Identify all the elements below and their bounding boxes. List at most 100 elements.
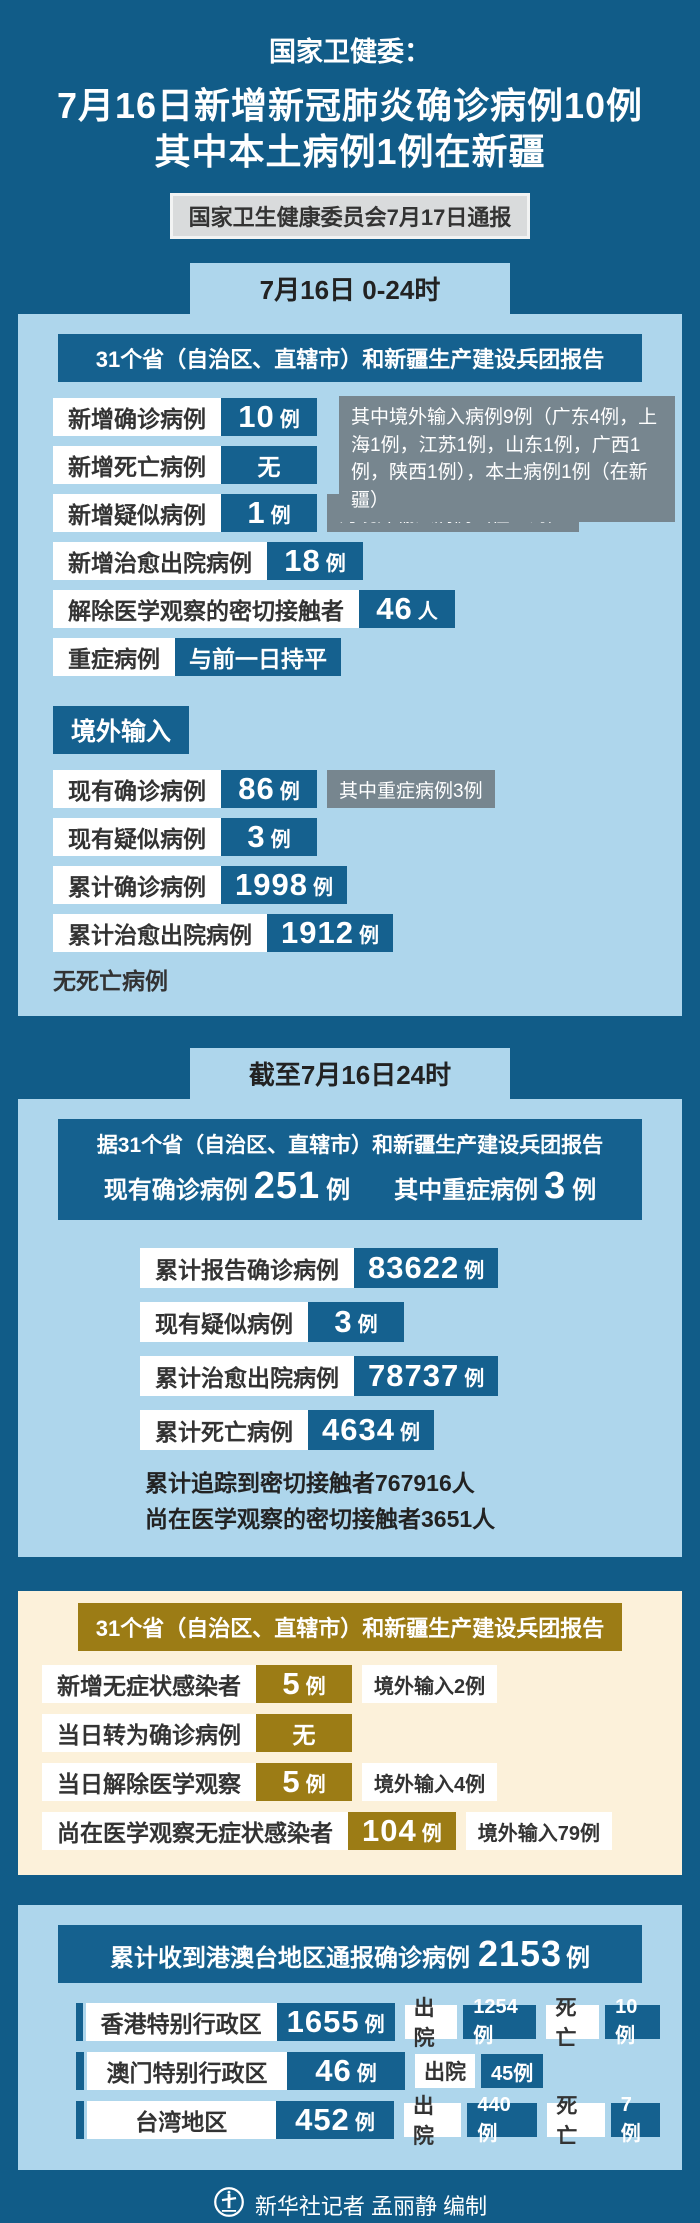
stat-value: 1 例 [221, 494, 317, 533]
stat-row: 累计治愈出院病例 78737 例 [140, 1356, 660, 1397]
stat-row: 新增确诊病例 10 例 其中境外输入病例9例（广东4例，上海1例，江苏1例，山东… [53, 396, 675, 523]
stat-row: 现有疑似病例 3 例 [140, 1302, 660, 1343]
stat-value: 5 例 [256, 1763, 352, 1802]
stat-note: 其中境外输入病例9例（广东4例，上海1例，江苏1例，山东1例，广西1例，陕西1例… [339, 396, 675, 523]
stat-label: 累计治愈出院病例 [53, 914, 267, 953]
stat-number: 1998 [235, 867, 308, 903]
imported-rows: 现有确诊病例 86 例 其中重症病例3例 现有疑似病例 3 例 累计确诊病例 1… [53, 770, 660, 953]
stat-unit: 例 [325, 552, 346, 575]
stat-row: 现有疑似病例 3 例 [53, 818, 660, 857]
stat-label: 累计报告确诊病例 [140, 1248, 354, 1289]
stat-number: 5 [282, 1666, 301, 1702]
death-value: 10例 [605, 1996, 660, 2047]
region-row: 台湾地区 452 例 出院 440例 死亡 7例 [76, 2094, 660, 2148]
stat-label: 其中重症病例 [394, 1177, 539, 1205]
header-kicker: 国家卫健委： [269, 37, 431, 67]
section4-rows: 香港特别行政区 1655 例 出院 1254例 死亡 10例 澳门特别行政区 4… [76, 1996, 660, 2148]
row-accent-bar [76, 2003, 83, 2042]
stat-number: 83622 [368, 1250, 460, 1286]
stat-value: 1912 例 [267, 914, 393, 953]
stat-label: 当日解除医学观察 [42, 1763, 256, 1802]
stat-unit: 例 [270, 504, 291, 527]
stat-label: 现有疑似病例 [53, 818, 221, 857]
stat-row: 累计报告确诊病例 83622 例 [140, 1248, 660, 1289]
section1-banner: 31个省（自治区、直辖市）和新疆生产建设兵团报告 [58, 334, 642, 383]
stat-row: 累计确诊病例 1998 例 [53, 866, 660, 905]
death-label: 死亡 [546, 1997, 600, 2050]
stat-row: 累计治愈出院病例 1912 例 [53, 914, 660, 953]
stat-unit: 例 [356, 2062, 377, 2085]
stat-note: 境外输入2例 [362, 1665, 498, 1704]
region-value: 46 例 [287, 2052, 405, 2091]
stat-label: 现有确诊病例 [53, 770, 221, 809]
discharged-label: 出院 [415, 2054, 475, 2089]
region-row: 澳门特别行政区 46 例 出院 45例 [76, 2052, 660, 2091]
section2-banner-line1: 据31个省（自治区、直辖市）和新疆生产建设兵团报告 [96, 1134, 604, 1158]
close-contacts-footnotes: 累计追踪到密切接触者767916人 尚在医学观察的密切接触者3651人 [145, 1466, 660, 1537]
imported-cases-tag: 境外输入 [53, 706, 190, 755]
stat-label: 重症病例 [53, 638, 175, 677]
panel-hk-macao-taiwan: 累计收到港澳台地区通报确诊病例 2153 例 香港特别行政区 1655 例 出院… [18, 1905, 682, 2171]
stat-value: 10 例 [221, 398, 317, 437]
stat-label: 累计确诊病例 [53, 866, 221, 905]
stat-unit: 人 [417, 600, 438, 623]
stat-number: 251 [253, 1165, 321, 1208]
row-accent-bar [76, 2052, 84, 2091]
stat-note: 其中重症病例3例 [327, 770, 495, 809]
stat-number: 3 [334, 1304, 353, 1340]
stat-unit: 例 [364, 2013, 385, 2036]
banner-label: 累计收到港澳台地区通报确诊病例 [109, 1945, 470, 1973]
region-value: 452 例 [275, 2101, 394, 2140]
panel-asymptomatic: 31个省（自治区、直辖市）和新疆生产建设兵团报告 新增无症状感染者 5 例 境外… [18, 1591, 682, 1876]
stat-value: 78737 例 [354, 1356, 499, 1397]
region-label: 香港特别行政区 [85, 2003, 277, 2042]
stat-number: 1912 [281, 915, 354, 951]
panel-cumulative: 据31个省（自治区、直辖市）和新疆生产建设兵团报告 现有确诊病例 251 例 其… [18, 1099, 682, 1558]
stat-value: 无 [256, 1714, 352, 1753]
death-value: 7例 [610, 2094, 660, 2145]
footnote-line: 尚在医学观察的密切接触者3651人 [145, 1505, 496, 1532]
stat-row: 累计死亡病例 4634 例 [140, 1410, 660, 1451]
stat-unit: 例 [354, 2111, 375, 2134]
banner-unit: 例 [566, 1945, 591, 1973]
stat-label: 新增治愈出院病例 [53, 542, 267, 581]
stat-row: 当日解除医学观察 5 例 境外输入4例 [42, 1763, 662, 1802]
stat-unit: 例 [358, 924, 379, 947]
stat-label: 新增无症状感染者 [42, 1665, 256, 1704]
stat-number: 104 [362, 1813, 417, 1849]
row-accent-bar [76, 2101, 84, 2140]
region-value: 1655 例 [276, 2003, 395, 2042]
region-label: 澳门特别行政区 [87, 2052, 287, 2091]
stat-unit: 例 [326, 1177, 351, 1205]
section3-rows: 新增无症状感染者 5 例 境外输入2例 当日转为确诊病例 无 当日解除医学观察 … [42, 1665, 662, 1851]
xinhua-agency-logo-icon [213, 2186, 245, 2223]
stat-value: 1998 例 [221, 866, 347, 905]
footer: 新华社记者 孟丽静 编制 [0, 2186, 700, 2223]
stat-value: 3 例 [308, 1302, 404, 1343]
stat-note: 境外输入79例 [465, 1812, 612, 1851]
stat-value: 18 例 [267, 542, 363, 581]
source-badge: 国家卫生健康委员会7月17日通报 [169, 193, 531, 240]
stat-label: 尚在医学观察无症状感染者 [42, 1812, 348, 1851]
stat-number: 10 [238, 399, 275, 435]
no-deaths-footnote: 无死亡病例 [53, 968, 168, 995]
section4-banner: 累计收到港澳台地区通报确诊病例 2153 例 [58, 1925, 642, 1984]
stat-number: 78737 [368, 1358, 460, 1394]
discharged-label: 出院 [404, 1997, 458, 2050]
stat-row: 当日转为确诊病例 无 [42, 1714, 662, 1753]
stat-number: 46 [376, 591, 413, 627]
section2-banner-stats: 现有确诊病例 251 例 其中重症病例 3 例 [64, 1165, 636, 1208]
stat-label: 新增疑似病例 [53, 494, 221, 533]
banner-number: 2153 [477, 1933, 563, 1975]
stat-label: 新增死亡病例 [53, 446, 221, 485]
stat-number: 3 [544, 1165, 567, 1208]
stat-unit: 例 [399, 1421, 420, 1444]
stat-value: 4634 例 [308, 1410, 434, 1451]
discharged-value: 1254例 [463, 1996, 537, 2047]
stat-unit: 例 [305, 1675, 326, 1698]
stat-number: 3 [247, 819, 266, 855]
stat-label: 现有确诊病例 [103, 1177, 248, 1205]
stat-unit: 例 [270, 828, 291, 851]
stat-value: 46 人 [359, 590, 455, 629]
stat-label: 累计死亡病例 [140, 1410, 308, 1451]
